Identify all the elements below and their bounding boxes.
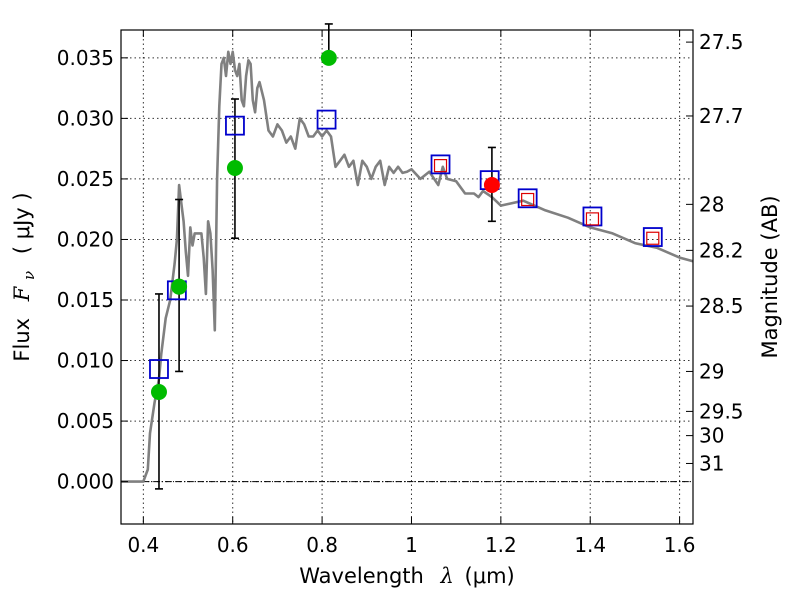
magnitude-tick-label: 30 <box>699 424 724 448</box>
y-axis-label: Flux F ν ( μJy ) <box>10 192 39 361</box>
y-tick-label: 0.010 <box>57 349 114 373</box>
x-axis-lambda-symbol: λ <box>440 564 454 588</box>
magnitude-tick-label: 28 <box>699 192 724 216</box>
x-axis-label: Wavelength λ (μm) <box>299 564 514 588</box>
y-tick-label: 0.030 <box>57 106 114 130</box>
magnitude-tick-label: 29 <box>699 359 724 383</box>
series-layer <box>121 23 694 490</box>
model-photometry-square <box>149 359 169 379</box>
inner-red-square <box>646 231 660 245</box>
model-photometry-square <box>642 227 663 247</box>
magnitude-tick-label: 29.5 <box>699 399 744 423</box>
model-photometry-square <box>225 115 245 136</box>
y-axis-nu-subscript: ν <box>20 271 38 280</box>
y-tick-label: 0.020 <box>57 227 114 251</box>
x-tick-label: 1.6 <box>664 533 696 557</box>
observed-point <box>483 176 500 193</box>
y-axis-flux-symbol: F <box>10 285 34 302</box>
x-tick-label: 0.4 <box>127 533 159 557</box>
y2-axis-label: Magnitude (AB) <box>758 195 782 358</box>
x-tick-label: 1.2 <box>485 533 517 557</box>
x-axis-unit: (μm) <box>465 564 515 588</box>
inner-red-square <box>521 192 535 207</box>
x-tick-label: 0.8 <box>306 533 338 557</box>
model-photometry-square <box>517 188 538 209</box>
x-tick-label: 1.4 <box>574 533 606 557</box>
x-tick-label: 0.6 <box>217 533 249 557</box>
y-tick-label: 0.000 <box>57 470 114 494</box>
y-axis-unit: ( μJy ) <box>10 192 34 254</box>
magnitude-tick-label: 27.7 <box>699 104 744 128</box>
y-axis-label-text: Flux <box>10 318 34 362</box>
model-spectrum-line <box>121 50 694 483</box>
y-tick-label: 0.025 <box>57 167 114 191</box>
plot-frame <box>120 29 694 525</box>
inner-red-square <box>585 212 600 226</box>
x-tick-label: 1 <box>405 533 418 557</box>
observed-point <box>171 278 188 295</box>
observed-point <box>150 384 167 401</box>
y-tick-label: 0.035 <box>57 46 114 70</box>
observed-point <box>320 49 337 66</box>
y-tick-label: 0.005 <box>57 409 114 433</box>
tick-labels: 0.4 0.6 0.8 1 1.2 1.4 1.6 0.000 0.005 0.010 0.015 0… <box>57 30 744 557</box>
magnitude-tick-label: 28.5 <box>699 294 744 318</box>
model-photometry-square <box>430 154 451 175</box>
x-axis-label-text: Wavelength <box>299 564 424 588</box>
magnitude-tick-label: 31 <box>699 451 724 475</box>
magnitude-tick-label: 28.2 <box>699 238 744 262</box>
magnitude-tick-label: 27.5 <box>699 30 744 54</box>
y-tick-label: 0.015 <box>57 288 114 312</box>
observed-point <box>226 160 243 177</box>
model-photometry-square <box>316 109 337 130</box>
inner-red-square <box>433 159 448 173</box>
tick-marks <box>121 30 693 524</box>
